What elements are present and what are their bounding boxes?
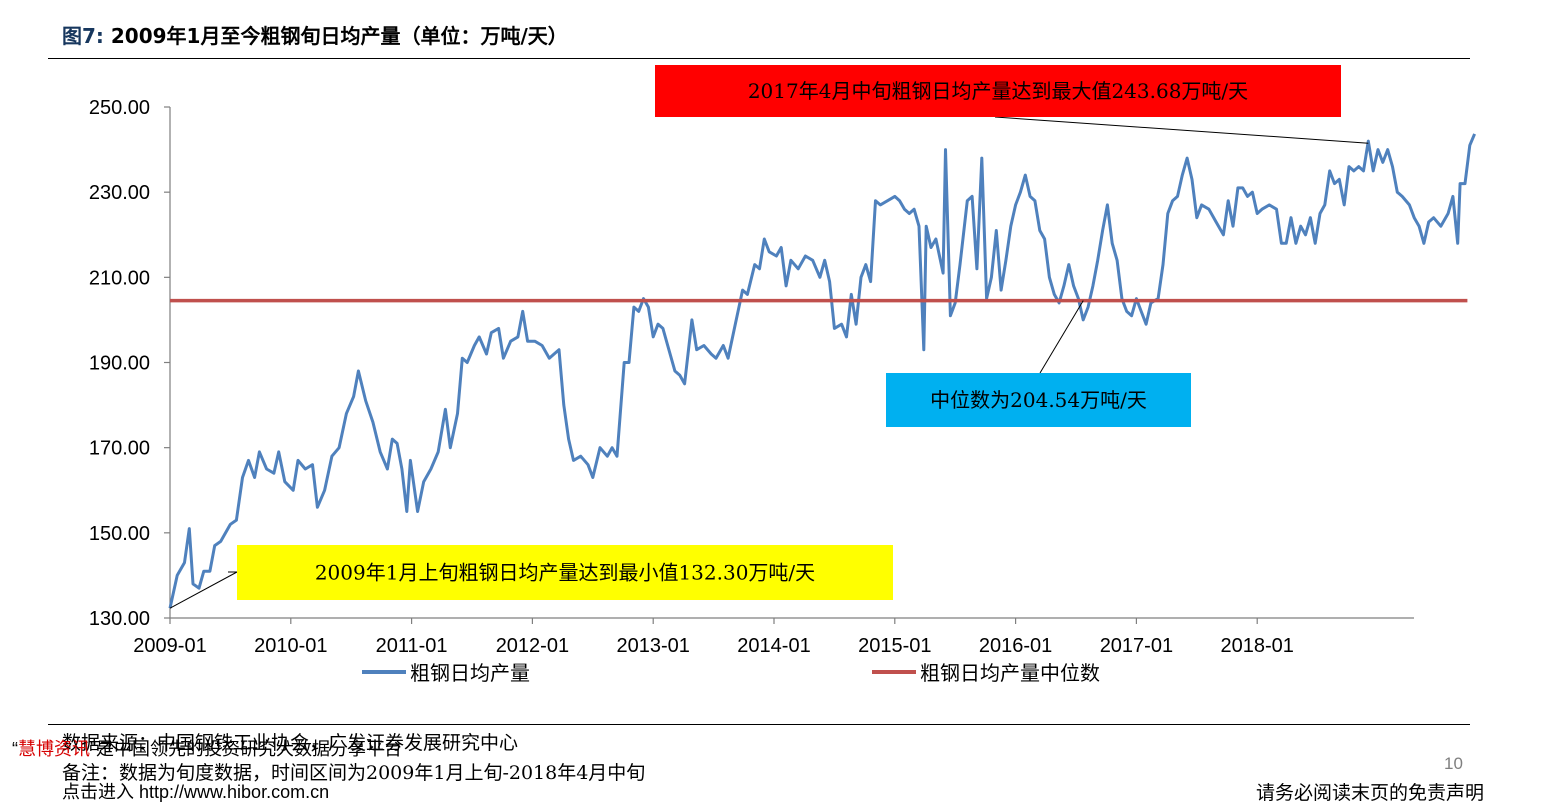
- y-tick-label: 150.00: [89, 523, 150, 545]
- annotation-leader-line: [994, 116, 1369, 144]
- watermark-banner: “慧博资讯”是中国领先的投资研究大数据分享平台: [12, 735, 402, 761]
- top-divider: [48, 58, 1470, 59]
- data-source: 数据来源：中国钢铁工业协会，广发证券发展研究中心: [62, 732, 519, 754]
- y-tick-label: 230.00: [89, 182, 150, 204]
- x-tick-label: 2011-01: [376, 635, 448, 657]
- x-tick-label: 2015-01: [858, 635, 931, 657]
- legend-label: 粗钢日均产量: [410, 661, 530, 685]
- bottom-divider: [48, 724, 1470, 725]
- page-title: 图7: 2009年1月至今粗钢旬日均产量（单位：万吨/天）: [62, 20, 568, 49]
- x-tick-label: 2013-01: [616, 635, 689, 657]
- y-tick-label: 210.00: [89, 267, 150, 289]
- site-link[interactable]: 点击进入 http://www.hibor.com.cn: [62, 782, 330, 802]
- brand-link[interactable]: 慧博资讯: [18, 739, 90, 759]
- annotation-box: [655, 65, 1341, 117]
- x-tick-label: 2018-01: [1220, 635, 1293, 657]
- legend-label: 粗钢日均产量中位数: [920, 661, 1100, 685]
- banner-text: ”是中国领先的投资研究大数据分享平台: [90, 739, 402, 759]
- annotation-label: 中位数为204.54万吨/天: [930, 388, 1147, 412]
- figure-label: 图7:: [62, 24, 104, 48]
- x-tick-label: 2014-01: [737, 635, 810, 657]
- y-tick-label: 250.00: [89, 97, 150, 119]
- x-tick-label: 2009-01: [133, 635, 206, 657]
- data-note: 备注：数据为旬度数据，时间区间为2009年1月上旬-2018年4月中旬: [62, 762, 646, 784]
- y-tick-label: 170.00: [89, 438, 150, 460]
- x-tick-label: 2012-01: [496, 635, 569, 657]
- page-number: 10: [1444, 754, 1463, 773]
- y-tick-label: 190.00: [89, 353, 150, 375]
- quote-open: “: [12, 739, 18, 759]
- series-line-output: [168, 133, 1476, 609]
- x-tick-label: 2017-01: [1100, 635, 1173, 657]
- annotation-box: [886, 373, 1191, 427]
- annotation-leader-line: [1039, 300, 1084, 374]
- x-tick-label: 2016-01: [979, 635, 1052, 657]
- disclaimer: 请务必阅读末页的免责声明: [1256, 782, 1485, 804]
- annotation-label: 2009年1月上旬粗钢日均产量达到最小值132.30万吨/天: [315, 561, 815, 585]
- y-tick-label: 130.00: [89, 608, 150, 630]
- x-tick-label: 2010-01: [254, 635, 327, 657]
- annotation-box: [237, 545, 893, 600]
- annotation-leader-line: [169, 571, 238, 609]
- annotation-label: 2017年4月中旬粗钢日均产量达到最大值243.68万吨/天: [748, 79, 1248, 103]
- figure-title: 2009年1月至今粗钢旬日均产量（单位：万吨/天）: [110, 24, 568, 48]
